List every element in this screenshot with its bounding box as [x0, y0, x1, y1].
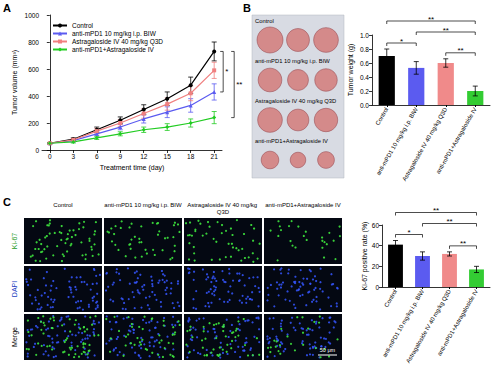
svg-text:600: 600	[28, 66, 39, 73]
svg-text:anti-mPD1+Astragaloside IV: anti-mPD1+Astragaloside IV	[435, 106, 478, 174]
svg-text:**: **	[236, 80, 242, 89]
svg-text:C: C	[3, 196, 11, 208]
svg-text:12: 12	[140, 153, 148, 160]
svg-text:200: 200	[28, 120, 39, 127]
svg-text:Tumor weight (g): Tumor weight (g)	[347, 44, 355, 97]
svg-text:Control: Control	[375, 106, 390, 126]
svg-text:3: 3	[71, 153, 75, 160]
svg-text:Ki-67: Ki-67	[11, 233, 18, 249]
svg-text:**: **	[443, 26, 449, 35]
svg-text:6: 6	[95, 153, 99, 160]
svg-text:Merge: Merge	[11, 327, 19, 347]
svg-text:**: **	[446, 217, 452, 226]
svg-text:Astragaloside IV 40 mg/kg Q3D: Astragaloside IV 40 mg/kg Q3D	[405, 288, 452, 364]
svg-text:Tumor volume (mm³): Tumor volume (mm³)	[11, 50, 19, 115]
svg-text:Astragaloside IV 40 mg/kg Q3D: Astragaloside IV 40 mg/kg Q3D	[255, 98, 336, 104]
svg-text:Q3D: Q3D	[217, 209, 230, 215]
svg-text:anti-mPD1 10 mg/kg i.p. BIW: anti-mPD1 10 mg/kg i.p. BIW	[255, 58, 330, 64]
svg-text:800: 800	[28, 39, 39, 46]
svg-text:anti-mPD1 10 mg/kg i.p. BIW: anti-mPD1 10 mg/kg i.p. BIW	[381, 288, 426, 359]
svg-text:1.0: 1.0	[360, 32, 369, 39]
svg-text:DAPI: DAPI	[11, 281, 18, 297]
svg-text:*: *	[407, 228, 410, 237]
svg-text:*: *	[225, 67, 228, 76]
svg-text:60: 60	[372, 222, 380, 229]
svg-text:0.8: 0.8	[360, 46, 369, 53]
svg-text:Astragaloside IV 40 mg/kg: Astragaloside IV 40 mg/kg	[187, 202, 259, 208]
svg-text:anti-mPD1+Astragaloside IV: anti-mPD1+Astragaloside IV	[436, 288, 479, 356]
svg-text:anti-mPD1+Astragaloside IV: anti-mPD1+Astragaloside IV	[255, 138, 328, 144]
svg-text:anti-mPD1+Astragaloside IV: anti-mPD1+Astragaloside IV	[72, 46, 154, 54]
svg-text:**: **	[433, 206, 439, 215]
svg-text:400: 400	[28, 93, 39, 100]
svg-text:Ki-67 positive rate (%): Ki-67 positive rate (%)	[361, 222, 369, 291]
svg-text:0.4: 0.4	[360, 74, 369, 81]
svg-text:Control: Control	[72, 22, 94, 29]
svg-text:Control: Control	[383, 288, 398, 308]
svg-text:0: 0	[35, 147, 39, 154]
svg-text:B: B	[243, 2, 251, 14]
svg-text:**: **	[428, 15, 434, 24]
svg-text:18: 18	[187, 153, 195, 160]
svg-text:9: 9	[118, 153, 122, 160]
svg-text:Control: Control	[53, 202, 72, 208]
svg-text:0.2: 0.2	[360, 88, 369, 95]
svg-text:0: 0	[48, 153, 52, 160]
svg-text:21: 21	[211, 153, 219, 160]
svg-text:*: *	[400, 37, 403, 46]
svg-text:Astragaloside IV 40 mg/kg Q3D: Astragaloside IV 40 mg/kg Q3D	[72, 38, 163, 46]
svg-text:A: A	[3, 2, 11, 14]
svg-text:anti-mPD1 10 mg/kg i.p. BIW: anti-mPD1 10 mg/kg i.p. BIW	[72, 30, 157, 38]
svg-text:**: **	[457, 46, 463, 55]
svg-text:**: **	[460, 239, 466, 248]
svg-text:0.0: 0.0	[360, 102, 369, 109]
svg-text:0.6: 0.6	[360, 60, 369, 67]
svg-text:15: 15	[164, 153, 172, 160]
svg-text:anti-mPD1 10 mg/kg i.p. BIW: anti-mPD1 10 mg/kg i.p. BIW	[104, 202, 182, 208]
svg-text:0: 0	[375, 284, 379, 291]
svg-text:anti-mPD1 10 mg/kg i.p. BIW: anti-mPD1 10 mg/kg i.p. BIW	[375, 106, 419, 177]
svg-text:20: 20	[372, 263, 380, 270]
svg-text:50 μm: 50 μm	[320, 347, 336, 353]
svg-text:anti-mPD1+Astragaloside IV: anti-mPD1+Astragaloside IV	[265, 202, 341, 208]
svg-text:40: 40	[372, 242, 380, 249]
svg-text:1000: 1000	[25, 12, 40, 19]
svg-text:Control: Control	[255, 18, 274, 24]
svg-text:Treatment time (day): Treatment time (day)	[100, 164, 165, 172]
svg-text:Astragaloside IV 40 mg/kg Q3D: Astragaloside IV 40 mg/kg Q3D	[401, 106, 449, 183]
